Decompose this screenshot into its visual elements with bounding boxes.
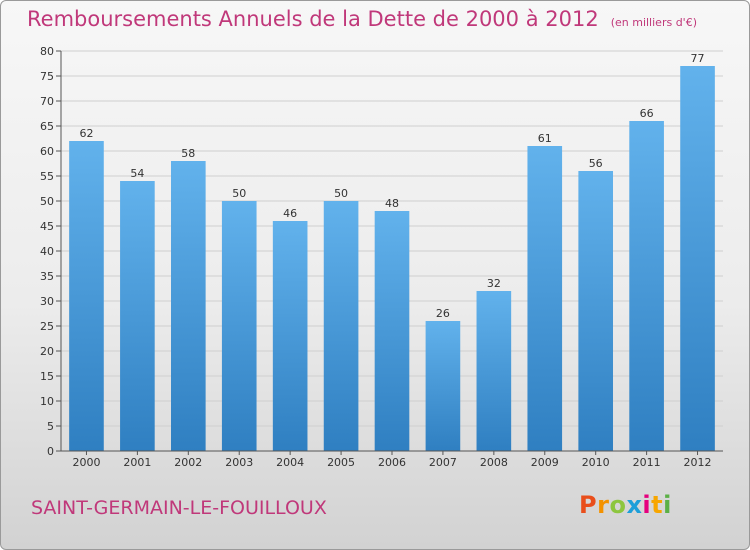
- x-tick-label-2012: 2012: [684, 456, 712, 469]
- y-tick-label: 35: [40, 270, 54, 283]
- bar-2011: [629, 121, 664, 451]
- x-tick-label-2003: 2003: [225, 456, 253, 469]
- x-tick-label-2008: 2008: [480, 456, 508, 469]
- value-label-2009: 61: [538, 132, 552, 145]
- y-tick-label: 10: [40, 395, 54, 408]
- value-label-2007: 26: [436, 307, 450, 320]
- bar-2009: [527, 146, 563, 451]
- y-tick-label: 50: [40, 195, 54, 208]
- value-label-2008: 32: [487, 277, 501, 290]
- y-tick-label: 45: [40, 220, 54, 233]
- logo-letter: t: [651, 491, 664, 519]
- y-tick-label: 40: [40, 245, 54, 258]
- value-label-2000: 62: [79, 127, 93, 140]
- y-tick-label: 25: [40, 320, 54, 333]
- logo-letter: P: [579, 491, 598, 519]
- chart-title: Remboursements Annuels de la Dette de 20…: [27, 7, 697, 31]
- x-tick-label-2011: 2011: [633, 456, 661, 469]
- chart-title-main: Remboursements Annuels de la Dette de 20…: [27, 7, 599, 31]
- bar-2003: [221, 201, 257, 451]
- logo-letter: x: [626, 491, 643, 519]
- y-tick-label: 5: [47, 420, 54, 433]
- y-tick-label: 15: [40, 370, 54, 383]
- proxiti-logo: Proxiti: [579, 491, 672, 519]
- value-label-2010: 56: [589, 157, 603, 170]
- bar-2005: [323, 201, 359, 451]
- x-tick-label-2004: 2004: [276, 456, 304, 469]
- y-tick-label: 20: [40, 345, 54, 358]
- x-tick-label-2009: 2009: [531, 456, 559, 469]
- logo-letter: i: [642, 491, 652, 519]
- bar-2010: [578, 171, 614, 451]
- axes: 0 5 10 15 20 25 30 35 40 45 50 55 60 65 70 75 80 2000 2001…: [40, 45, 723, 469]
- bar-chart: 62 54 58 50 46 50 48 26 32 61 56 66 77 0 5 10 15 20 25 30 3…: [40, 45, 723, 469]
- bar-2001: [120, 181, 155, 451]
- bar-2006: [374, 211, 410, 451]
- chart-unit: (en milliers d'€): [610, 16, 697, 29]
- logo-letter: r: [597, 491, 610, 519]
- logo-letter: i: [663, 491, 672, 519]
- bar-2002: [170, 161, 206, 451]
- bars: 62 54 58 50 46 50 48 26 32 61 56 66 77: [69, 52, 715, 451]
- value-label-2003: 50: [232, 187, 246, 200]
- value-label-2005: 50: [334, 187, 348, 200]
- y-tick-label: 80: [40, 45, 54, 58]
- commune-name: SAINT-GERMAIN-LE-FOUILLOUX: [31, 497, 327, 519]
- x-tick-label-2007: 2007: [429, 456, 457, 469]
- bar-2012: [680, 66, 715, 451]
- y-tick-label: 65: [40, 120, 54, 133]
- value-label-2001: 54: [130, 167, 144, 180]
- y-tick-label: 0: [47, 445, 54, 458]
- value-label-2012: 77: [691, 52, 705, 65]
- y-tick-label: 60: [40, 145, 54, 158]
- x-tick-label-2010: 2010: [582, 456, 610, 469]
- x-tick-label-2002: 2002: [174, 456, 202, 469]
- x-tick-label-2000: 2000: [72, 456, 100, 469]
- bar-2008: [476, 291, 512, 451]
- value-label-2011: 66: [640, 107, 654, 120]
- y-tick-label: 30: [40, 295, 54, 308]
- value-label-2004: 46: [283, 207, 297, 220]
- value-label-2002: 58: [181, 147, 195, 160]
- logo-letter: o: [609, 491, 627, 519]
- y-tick-label: 75: [40, 70, 54, 83]
- x-tick-label-2006: 2006: [378, 456, 406, 469]
- value-label-2006: 48: [385, 197, 399, 210]
- bar-2004: [272, 221, 308, 451]
- y-tick-label: 55: [40, 170, 54, 183]
- bar-2007: [425, 321, 461, 451]
- x-tick-label-2005: 2005: [327, 456, 355, 469]
- x-tick-label-2001: 2001: [123, 456, 151, 469]
- y-tick-label: 70: [40, 95, 54, 108]
- bar-2000: [69, 141, 104, 451]
